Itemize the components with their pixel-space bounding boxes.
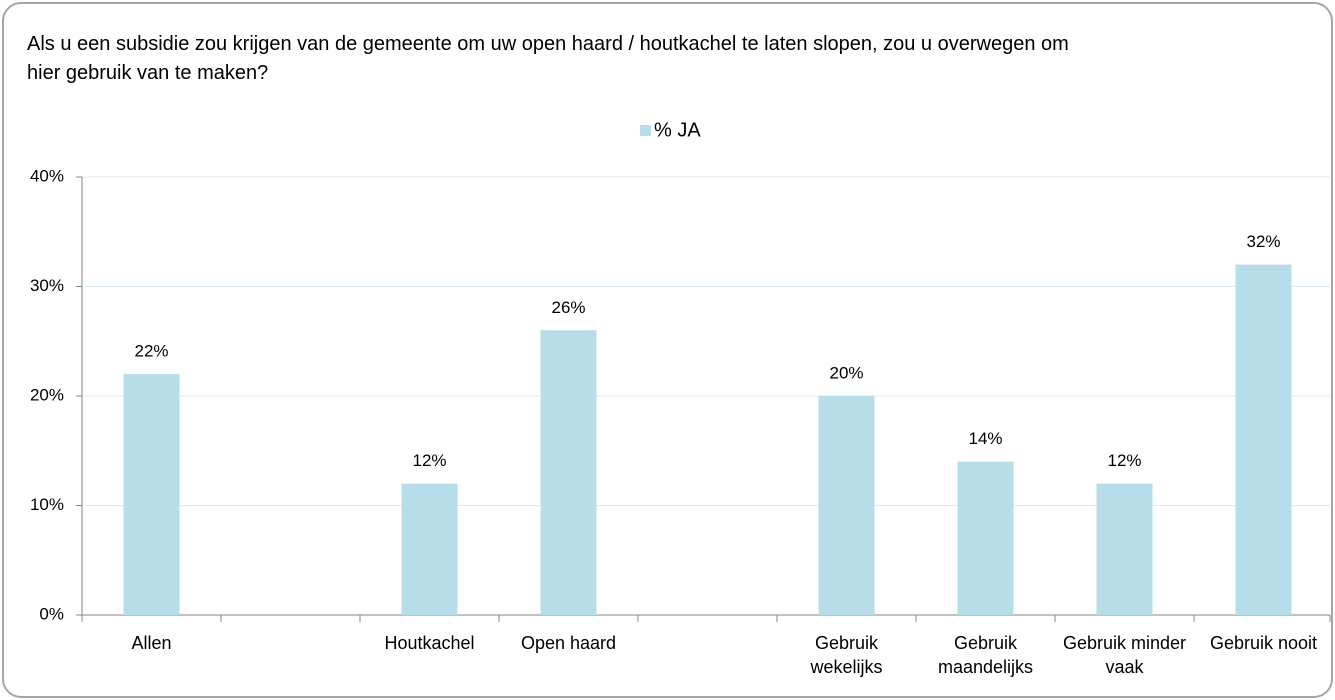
data-label: 26%	[551, 298, 585, 317]
data-label: 22%	[134, 342, 168, 361]
y-tick-label: 0%	[39, 604, 64, 623]
legend-swatch	[640, 125, 651, 136]
x-tick-label: Gebruik minder vaak	[1062, 633, 1187, 677]
y-tick-label: 20%	[30, 385, 64, 404]
bar	[123, 374, 180, 615]
x-tick-label: Gebruik nooit	[1209, 633, 1318, 653]
bar	[818, 396, 875, 615]
data-label: 14%	[968, 429, 1002, 448]
x-tick-label: Houtkachel	[384, 633, 475, 653]
y-tick-label: 40%	[30, 166, 64, 185]
bar	[401, 483, 458, 615]
data-label: 20%	[829, 363, 863, 382]
bar	[1235, 264, 1292, 615]
x-tick-label: Open haard	[520, 633, 617, 653]
bar	[1096, 483, 1153, 615]
data-label: 32%	[1246, 232, 1280, 251]
x-tick-label: Gebruik maandelijks	[937, 633, 1034, 677]
data-label: 12%	[1107, 451, 1141, 470]
y-tick-label: 30%	[30, 276, 64, 295]
x-tick-label: Gebruik wekelijks	[810, 633, 883, 677]
chart-title: Als u een subsidie zou krijgen van de ge…	[27, 33, 1069, 84]
bar	[957, 461, 1014, 615]
x-tick-label: Allen	[131, 633, 172, 653]
bar	[540, 330, 597, 615]
legend-label: % JA	[654, 119, 701, 141]
y-tick-label: 10%	[30, 495, 64, 514]
data-label: 12%	[412, 451, 446, 470]
